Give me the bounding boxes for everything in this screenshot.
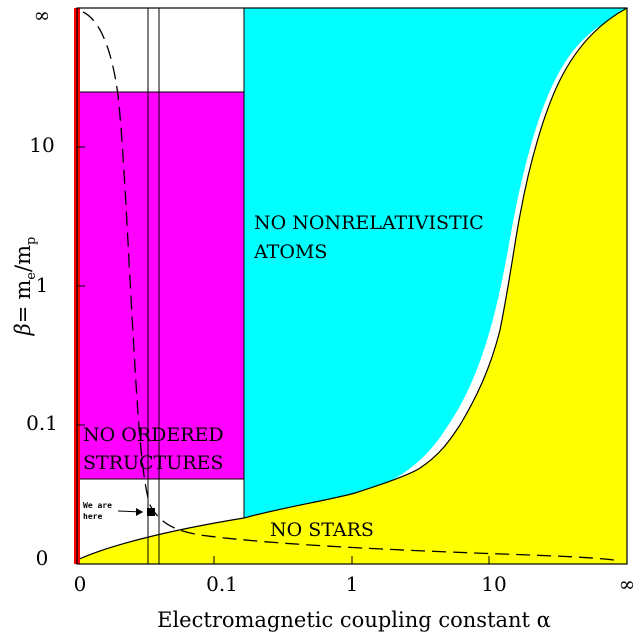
- label-no-stars: NO STARS: [270, 519, 374, 541]
- tick-marks: [77, 146, 490, 564]
- label-no-ordered-structures-line2: STRUCTURES: [83, 452, 223, 474]
- label-no-ordered-structures-line1: NO ORDERED: [83, 424, 224, 446]
- x-tick-label: 10: [481, 572, 506, 596]
- we-are-here-marker: [147, 508, 155, 516]
- y-axis-label: β=me/mp: [11, 237, 39, 337]
- region-no-stars: [77, 8, 627, 564]
- dashed-curve: [82, 11, 615, 561]
- annotation-arrowhead: [136, 508, 143, 516]
- annotation-line2: here: [83, 512, 102, 521]
- label-no-nonrelativistic-atoms-line2: ATOMS: [253, 241, 327, 263]
- region-no-nonrelativistic-atoms: [244, 8, 627, 518]
- label-no-nonrelativistic-atoms-line1: NO NONRELATIVISTIC: [254, 212, 484, 234]
- y-tick-label: 0.1: [26, 411, 58, 435]
- x-axis-label: Electromagnetic coupling constant α: [157, 608, 551, 632]
- y-tick-label: 10: [29, 133, 54, 157]
- region-no-ordered-structures: [76, 91, 245, 480]
- stars-boundary-curve: [76, 7, 628, 561]
- y-tick-label: 1: [36, 273, 49, 297]
- x-tick-label: 1: [346, 572, 359, 596]
- y-tick-label: 0: [36, 546, 49, 570]
- y-tick-label: ∞: [34, 3, 51, 27]
- x-tick-label: 0.1: [206, 572, 238, 596]
- x-tick-label: 0: [74, 572, 87, 596]
- annotation-line1: We are: [83, 501, 112, 510]
- x-tick-label: ∞: [619, 572, 636, 596]
